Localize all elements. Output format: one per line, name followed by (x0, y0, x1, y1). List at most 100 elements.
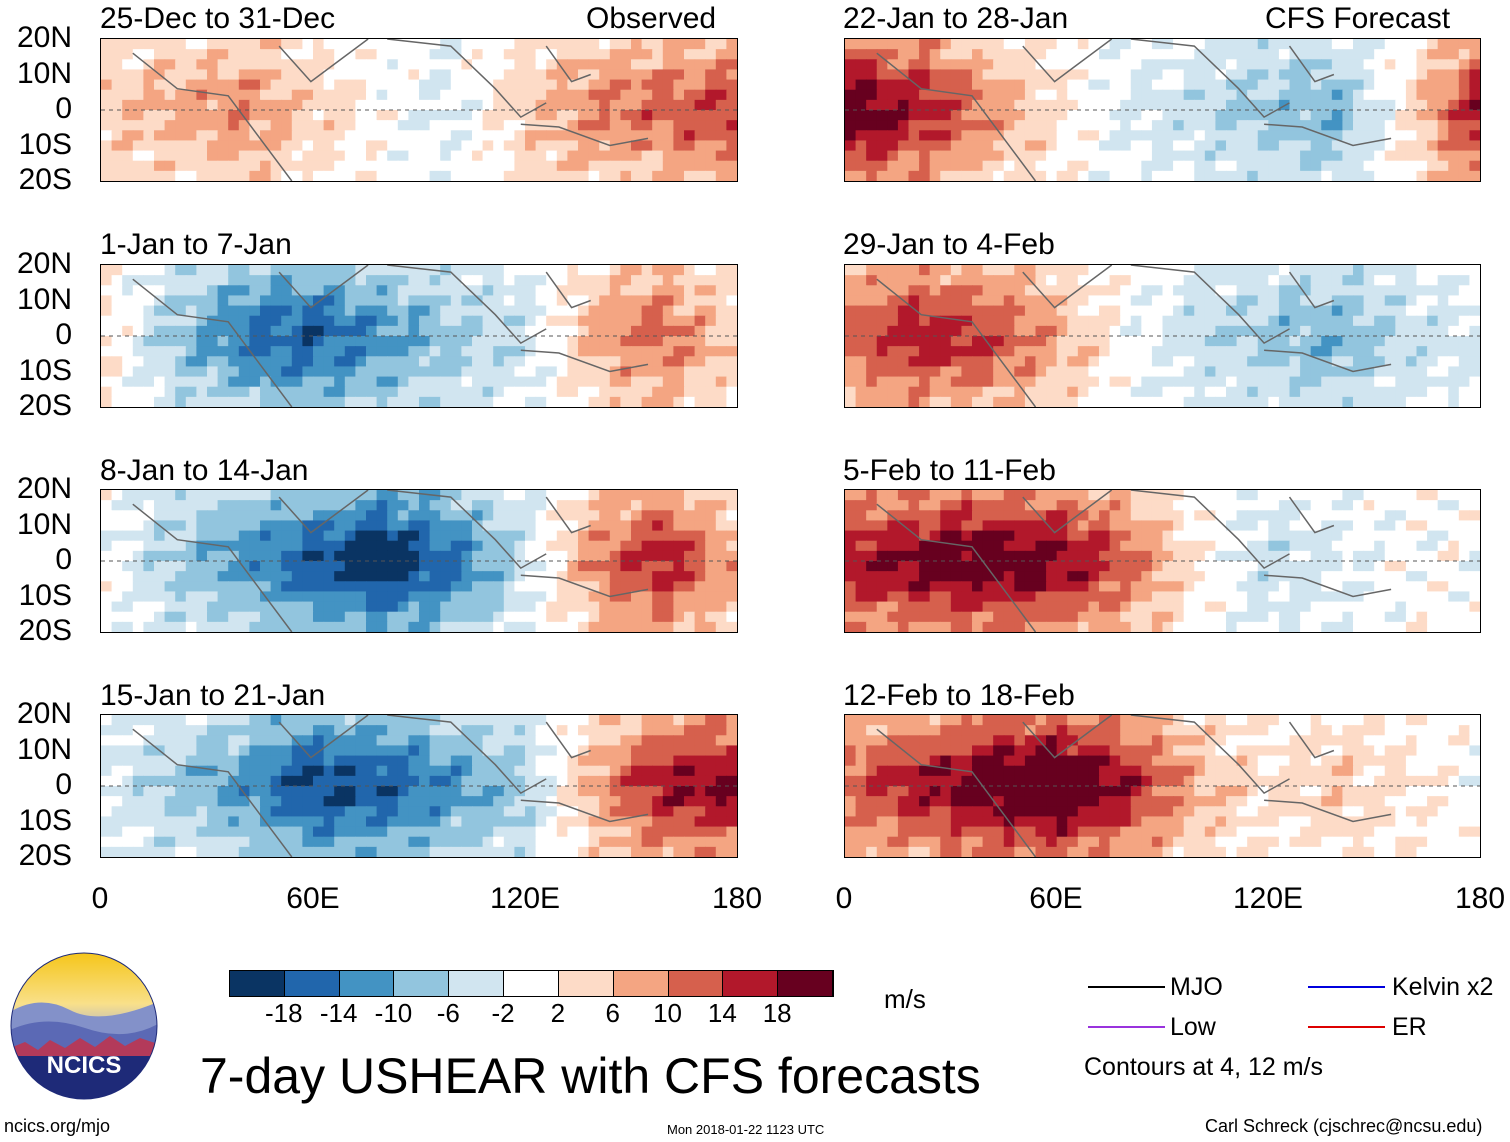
heatmap-cell (726, 376, 737, 388)
heatmap-cell (260, 150, 272, 162)
heatmap-cell (673, 386, 685, 398)
heatmap-cell (641, 571, 653, 582)
heatmap-cell (1162, 59, 1174, 71)
heatmap-cell (302, 79, 314, 91)
heatmap-cell (1353, 99, 1365, 111)
heatmap-cell (440, 160, 452, 172)
heatmap-cell (1120, 376, 1132, 388)
heatmap-cell (472, 735, 484, 747)
heatmap-cell (1300, 295, 1312, 307)
heatmap-cell (334, 591, 346, 603)
heatmap-cell (238, 356, 250, 368)
heatmap-cell (652, 59, 664, 71)
heatmap-cell (503, 806, 515, 818)
heatmap-cell (154, 140, 166, 152)
heatmap-cell (641, 490, 653, 501)
heatmap-cell (620, 826, 632, 838)
heatmap-cell (185, 775, 197, 787)
heatmap-cell (876, 130, 888, 142)
heatmap-cell (950, 140, 963, 152)
heatmap-cell (1257, 265, 1269, 276)
heatmap-cell (122, 806, 134, 818)
heatmap-cell (291, 275, 303, 286)
heatmap-cell (1395, 110, 1407, 121)
heatmap-cell (567, 836, 579, 848)
heatmap-cell (270, 520, 282, 532)
heatmap-cell (313, 765, 325, 777)
heatmap-cell (260, 315, 272, 327)
heatmap-cell (196, 89, 208, 101)
heatmap-cell (185, 581, 197, 593)
heatmap-cell (567, 39, 579, 50)
heatmap-cell (1374, 110, 1386, 121)
heatmap-cell (376, 265, 388, 276)
heatmap-cell (185, 715, 197, 726)
heatmap-cell (323, 376, 335, 388)
heatmap-cell (631, 356, 643, 368)
heatmap-cell (1130, 99, 1142, 111)
heatmap-cell (111, 275, 123, 286)
heatmap-cell (1268, 305, 1280, 317)
heatmap-cell (982, 275, 994, 286)
heatmap-cell (1437, 99, 1449, 111)
heatmap-cell (493, 775, 505, 787)
heatmap-cell (673, 305, 685, 317)
heatmap-cell (323, 715, 335, 726)
heatmap-cell (845, 49, 857, 60)
heatmap-cell (567, 305, 579, 317)
heatmap-cell (302, 745, 314, 757)
heatmap-cell (1183, 150, 1195, 162)
heatmap-cell (715, 806, 727, 818)
heatmap-cell (270, 571, 282, 582)
heatmap-cell (376, 140, 388, 152)
heatmap-cell (641, 725, 653, 736)
heatmap-cell (641, 99, 653, 111)
heatmap-cell (207, 346, 219, 357)
heatmap-cell (897, 49, 910, 60)
heatmap-cell (620, 715, 632, 726)
heatmap-cell (673, 160, 685, 172)
heatmap-cell (514, 120, 526, 131)
heatmap-cell (1300, 39, 1312, 50)
heatmap-cell (111, 591, 123, 603)
heatmap-cell (1289, 69, 1301, 81)
heatmap-cell (366, 581, 378, 593)
heatmap-cell (461, 150, 473, 162)
heatmap-cell (249, 49, 261, 60)
heatmap-cell (196, 170, 208, 181)
heatmap-cell (143, 775, 155, 787)
heatmap-cell (1099, 99, 1111, 111)
heatmap-cell (726, 89, 737, 101)
heatmap-cell (694, 540, 706, 552)
heatmap-cell (673, 295, 685, 307)
heatmap-cell (1226, 346, 1238, 357)
heatmap-cell (334, 140, 346, 152)
heatmap-cell (419, 150, 431, 162)
heatmap-cell (175, 336, 187, 347)
heatmap-cell (1077, 336, 1090, 347)
heatmap-cell (429, 591, 441, 603)
heatmap-cell (101, 806, 113, 818)
heatmap-cell (525, 396, 537, 407)
heatmap-cell (281, 140, 293, 152)
heatmap-cell (270, 806, 282, 818)
heatmap-cell (1458, 295, 1471, 307)
heatmap-cell (1405, 110, 1418, 121)
heatmap-cell (993, 366, 1005, 378)
heatmap-cell (631, 39, 643, 50)
heatmap-cell (397, 285, 409, 297)
heatmap-cell (281, 715, 293, 726)
heatmap-cell (1448, 275, 1460, 286)
heatmap-cell (313, 160, 325, 172)
heatmap-cell (154, 786, 166, 797)
heatmap-cell (472, 265, 484, 276)
heatmap-cell (101, 150, 113, 162)
heatmap-cell (866, 79, 878, 91)
heatmap-cell (175, 170, 187, 181)
heatmap-cell (1120, 69, 1132, 81)
heatmap-cell (1183, 346, 1195, 357)
heatmap-cell (291, 49, 303, 60)
heatmap-cell (472, 621, 484, 632)
heatmap-cell (1257, 376, 1269, 388)
heatmap-cell (503, 540, 515, 552)
